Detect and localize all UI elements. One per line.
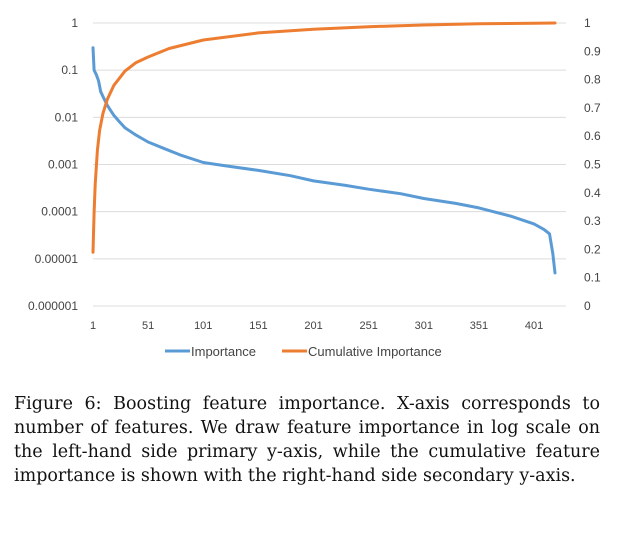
series-lines <box>91 21 557 275</box>
right-axis-ticks: 1 0.9 0.8 0.7 0.6 0.5 0.4 0.3 0.2 0.1 0 <box>584 16 601 313</box>
x-axis-tick-label: 301 <box>415 320 433 332</box>
x-axis-tick-label: 1 <box>90 320 96 332</box>
left-axis-tick-label: 0.000001 <box>28 299 78 313</box>
x-axis-tick-label: 201 <box>304 320 322 332</box>
dual-axis-line-chart: 1 0.1 0.01 0.001 0.0001 0.00001 0.000001 1 0.9 0… <box>28 16 601 359</box>
right-axis-tick-label: 0.6 <box>584 129 601 143</box>
right-axis-tick-label: 0.8 <box>584 73 601 87</box>
x-axis-tick-label: 101 <box>194 320 212 332</box>
right-axis-tick-label: 0.1 <box>584 271 601 285</box>
x-axis-tick-label: 251 <box>359 320 377 332</box>
series-line-cumulative-importance <box>91 21 557 254</box>
right-axis-tick-label: 0.7 <box>584 101 601 115</box>
series-line-importance <box>91 46 557 275</box>
legend-label: Cumulative Importance <box>308 344 442 359</box>
legend-label: Importance <box>191 344 256 359</box>
left-axis-tick-label: 0.1 <box>61 63 78 77</box>
legend: Importance Cumulative Importance <box>165 344 442 359</box>
x-axis-tick-label: 51 <box>142 320 154 332</box>
x-axis-ticks: 1 51 101 151 201 251 301 351 401 <box>90 320 543 332</box>
right-axis-tick-label: 1 <box>584 16 591 30</box>
right-axis-tick-label: 0.9 <box>584 44 601 58</box>
right-axis-tick-label: 0 <box>584 299 591 313</box>
x-axis-tick-label: 401 <box>525 320 543 332</box>
left-axis-tick-label: 0.00001 <box>35 252 79 266</box>
figure-caption: Figure 6: Boosting feature importance. X… <box>14 394 600 486</box>
right-axis-tick-label: 0.4 <box>584 186 601 200</box>
left-axis-tick-label: 0.0001 <box>41 205 78 219</box>
left-axis-tick-label: 1 <box>71 16 78 30</box>
left-axis-tick-label: 0.001 <box>48 158 78 172</box>
right-axis-tick-label: 0.2 <box>584 242 601 256</box>
x-axis-tick-label: 351 <box>470 320 488 332</box>
left-axis-ticks: 1 0.1 0.01 0.001 0.0001 0.00001 0.000001 <box>28 16 78 313</box>
right-axis-tick-label: 0.3 <box>584 214 601 228</box>
right-axis-tick-label: 0.5 <box>584 158 601 172</box>
grid-lines <box>93 22 566 307</box>
left-axis-tick-label: 0.01 <box>55 110 79 124</box>
x-axis-tick-label: 151 <box>249 320 267 332</box>
